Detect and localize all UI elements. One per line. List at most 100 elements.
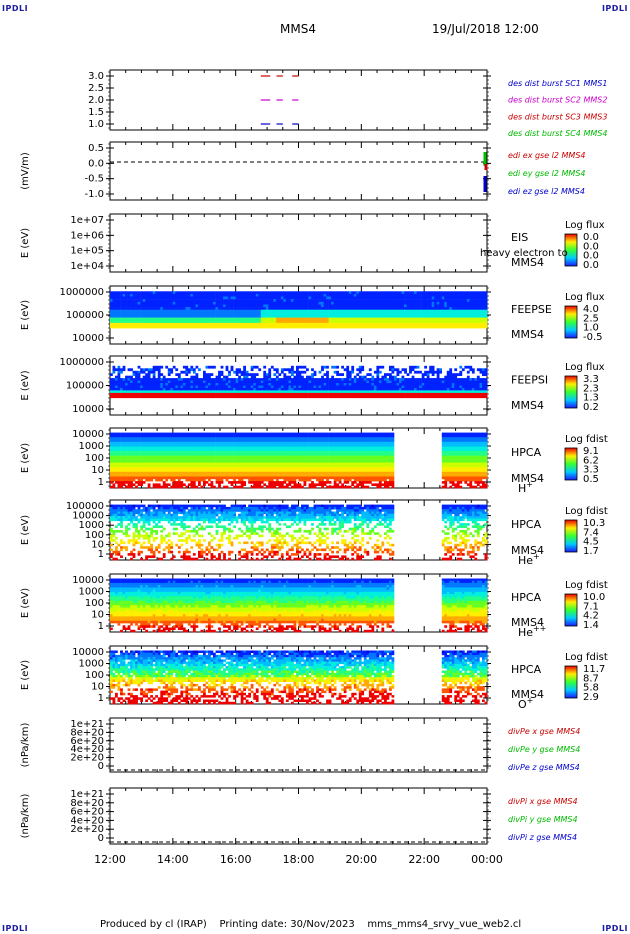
spectrogram-cell	[225, 312, 229, 316]
spectrogram-cell	[484, 388, 488, 391]
spectrogram-cell	[180, 325, 184, 329]
colorbar-title: Log flux	[565, 292, 605, 303]
spectrogram-cell	[142, 460, 146, 463]
spectrogram-cell	[132, 444, 136, 447]
spectrogram-cell	[461, 299, 465, 303]
spectrogram-cell	[296, 370, 299, 374]
spectrogram-cell	[313, 317, 317, 321]
spectrogram-cell	[142, 388, 146, 391]
spectrogram-cell	[366, 315, 370, 318]
spectrogram-cell	[461, 317, 465, 321]
spectrogram-cell	[220, 315, 224, 318]
spectrogram-cell	[122, 390, 126, 394]
spectrogram-cell	[409, 322, 412, 326]
spectrogram-cell	[441, 293, 445, 297]
spectrogram-cell	[145, 373, 148, 376]
spectrogram-cell	[177, 471, 181, 475]
spectrogram-cell	[137, 476, 141, 480]
spectrogram-cell	[172, 325, 176, 329]
spectrogram-cell	[122, 441, 126, 445]
spectrogram-cell	[135, 309, 138, 313]
spectrogram-cell	[125, 322, 128, 326]
spectrogram-cell	[288, 380, 292, 384]
spectrogram-cell	[404, 395, 407, 399]
spectrogram-cell	[240, 373, 244, 376]
spectrogram-cell	[172, 462, 176, 466]
spectrogram-cell	[444, 301, 448, 305]
spectrogram-cell	[122, 439, 126, 443]
spectrogram-cell	[250, 312, 254, 316]
spectrogram-cell	[172, 312, 176, 316]
spectrogram-cell	[127, 385, 131, 389]
spectrogram-cell	[150, 378, 153, 381]
spectrogram-cell	[396, 383, 400, 386]
spectrogram-cell	[363, 309, 367, 313]
spectrogram-cell	[333, 370, 337, 374]
spectrogram-cell	[391, 375, 395, 379]
spectrogram-cell	[471, 299, 475, 303]
spectrogram-cell	[170, 304, 174, 308]
spectrogram-cell	[213, 299, 216, 303]
spectrogram-cell	[411, 368, 415, 372]
spectrogram-cell	[260, 307, 264, 310]
spectrogram-cell	[162, 307, 166, 310]
spectrogram-cell	[203, 388, 206, 391]
spectrogram-cell	[373, 370, 377, 374]
spectrogram-cell	[177, 462, 181, 466]
spectrogram-cell	[140, 307, 143, 310]
spectrogram-cell	[346, 307, 350, 310]
spectrogram-cell	[348, 291, 352, 295]
spectrogram-cell	[230, 293, 234, 297]
spectrogram-cell	[248, 395, 251, 399]
y-axis-label: E (eV)	[20, 370, 31, 400]
spectrogram-cell	[190, 304, 194, 308]
spectrogram-cell	[162, 458, 166, 461]
spectrogram-cell	[404, 304, 407, 308]
spectrogram-cell	[451, 378, 455, 381]
spectrogram-cell	[469, 365, 473, 369]
spectrogram-cell	[195, 304, 199, 308]
spectrogram-cell	[147, 446, 151, 450]
spectrogram-cell	[110, 301, 113, 305]
spectrogram-cell	[142, 296, 146, 300]
spectrogram-cell	[255, 320, 259, 324]
spectrogram-cell	[381, 375, 385, 379]
spectrogram-cell	[459, 293, 463, 297]
spectrogram-cell	[218, 378, 221, 381]
spectrogram-cell	[145, 471, 148, 475]
spectrogram-cell	[291, 383, 294, 386]
spectrogram-cell	[482, 325, 485, 329]
spectrogram-cell	[263, 320, 267, 324]
spectrogram-cell	[253, 317, 257, 321]
spectrogram-cell	[230, 312, 234, 316]
spectrogram-cell	[175, 453, 179, 456]
spectrogram-cell	[195, 309, 199, 313]
spectrogram-cell	[157, 478, 161, 482]
spectrogram-cell	[195, 388, 199, 391]
spectrogram-cell	[409, 390, 412, 394]
spectrogram-cell	[165, 478, 169, 482]
spectrogram-cell	[250, 304, 254, 308]
spectrogram-cell	[122, 293, 126, 297]
spectrogram-cell	[384, 309, 387, 313]
spectrogram-cell	[228, 380, 231, 384]
spectrogram-cell	[444, 375, 448, 379]
spectrogram-cell	[177, 312, 181, 316]
spectrogram-cell	[464, 322, 468, 326]
spectrogram-cell	[434, 307, 437, 310]
spectrogram-cell	[454, 322, 458, 326]
spectrogram-cell	[187, 439, 191, 443]
spectrogram-cell	[373, 392, 377, 396]
spectrogram-cell	[157, 455, 161, 459]
spectrogram-cell	[180, 312, 184, 316]
spectrogram-cell	[419, 293, 422, 297]
spectrogram-cell	[461, 383, 465, 386]
spectrogram-cell	[384, 304, 387, 308]
spectrogram-cell	[451, 392, 455, 396]
spectrogram-cell	[469, 301, 473, 305]
spectrogram-cell	[293, 375, 297, 379]
spectrogram-cell	[298, 395, 302, 399]
spectrogram-cell	[185, 469, 189, 473]
spectrogram-cell	[476, 378, 480, 381]
spectrogram-cell	[446, 315, 450, 318]
